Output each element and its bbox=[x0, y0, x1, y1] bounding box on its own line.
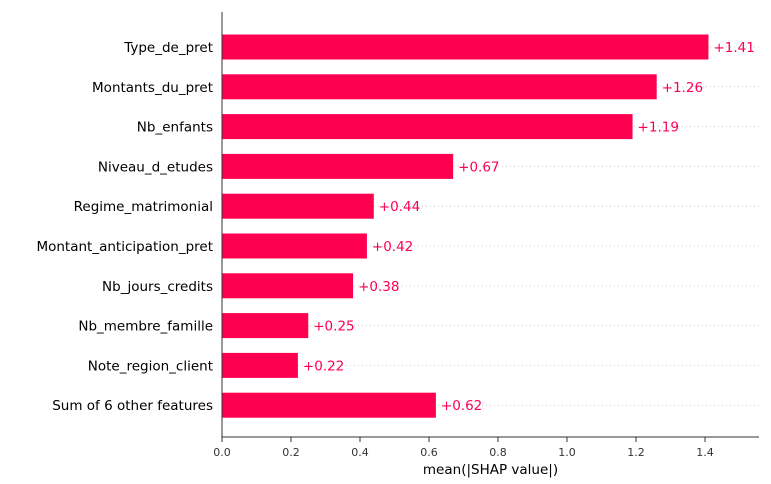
bar-7 bbox=[222, 313, 309, 339]
value-label: +1.41 bbox=[713, 40, 754, 56]
bar-2 bbox=[222, 114, 633, 140]
value-label: +0.38 bbox=[358, 279, 399, 295]
category-label: Sum of 6 other features bbox=[52, 398, 213, 414]
x-tick-label: 0.6 bbox=[420, 446, 438, 459]
category-label: Note_region_client bbox=[88, 358, 213, 374]
value-label: +0.67 bbox=[458, 159, 499, 175]
category-label: Type_de_pret bbox=[123, 40, 213, 56]
value-label: +1.19 bbox=[638, 120, 679, 136]
x-tick-label: 1.0 bbox=[558, 446, 576, 459]
bar-4 bbox=[222, 193, 374, 219]
x-tick-label: 1.4 bbox=[696, 446, 714, 459]
bar-6 bbox=[222, 273, 354, 299]
value-label: +0.42 bbox=[372, 239, 413, 255]
category-label: Niveau_d_etudes bbox=[98, 159, 213, 175]
bar-1 bbox=[222, 74, 657, 100]
value-label: +1.26 bbox=[662, 80, 703, 96]
value-label: +0.62 bbox=[441, 398, 482, 414]
x-tick-label: 0.0 bbox=[213, 446, 231, 459]
category-labels: Type_de_pret Montants_du_pret Nb_enfants Ni… bbox=[36, 40, 213, 414]
category-label: Montants_du_pret bbox=[92, 80, 213, 96]
bar-5 bbox=[222, 233, 367, 259]
value-labels: +1.41 +1.26 +1.19 +0.67 +0.44 +0.42 +0.38 +0.25… bbox=[303, 40, 755, 414]
value-label: +0.22 bbox=[303, 358, 344, 374]
x-tick-label: 0.8 bbox=[489, 446, 507, 459]
x-tick-label: 0.4 bbox=[351, 446, 369, 459]
value-label: +0.25 bbox=[313, 319, 354, 335]
bar-8 bbox=[222, 352, 298, 378]
x-ticks: 0.0 0.2 0.4 0.6 0.8 1.0 1.2 1.4 bbox=[213, 437, 714, 459]
bar-9 bbox=[222, 392, 436, 418]
category-label: Nb_enfants bbox=[137, 120, 213, 136]
x-tick-label: 0.2 bbox=[282, 446, 300, 459]
category-label: Nb_membre_famille bbox=[78, 319, 213, 335]
bar-0 bbox=[222, 34, 709, 60]
category-label: Regime_matrimonial bbox=[74, 199, 213, 215]
gridlines bbox=[222, 46, 759, 406]
bar-3 bbox=[222, 153, 454, 179]
bars bbox=[222, 34, 709, 418]
x-tick-label: 1.2 bbox=[627, 446, 645, 459]
category-label: Montant_anticipation_pret bbox=[36, 239, 213, 255]
value-label: +0.44 bbox=[379, 199, 420, 215]
x-axis-title: mean(|SHAP value|) bbox=[423, 462, 558, 478]
category-label: Nb_jours_credits bbox=[102, 279, 213, 295]
